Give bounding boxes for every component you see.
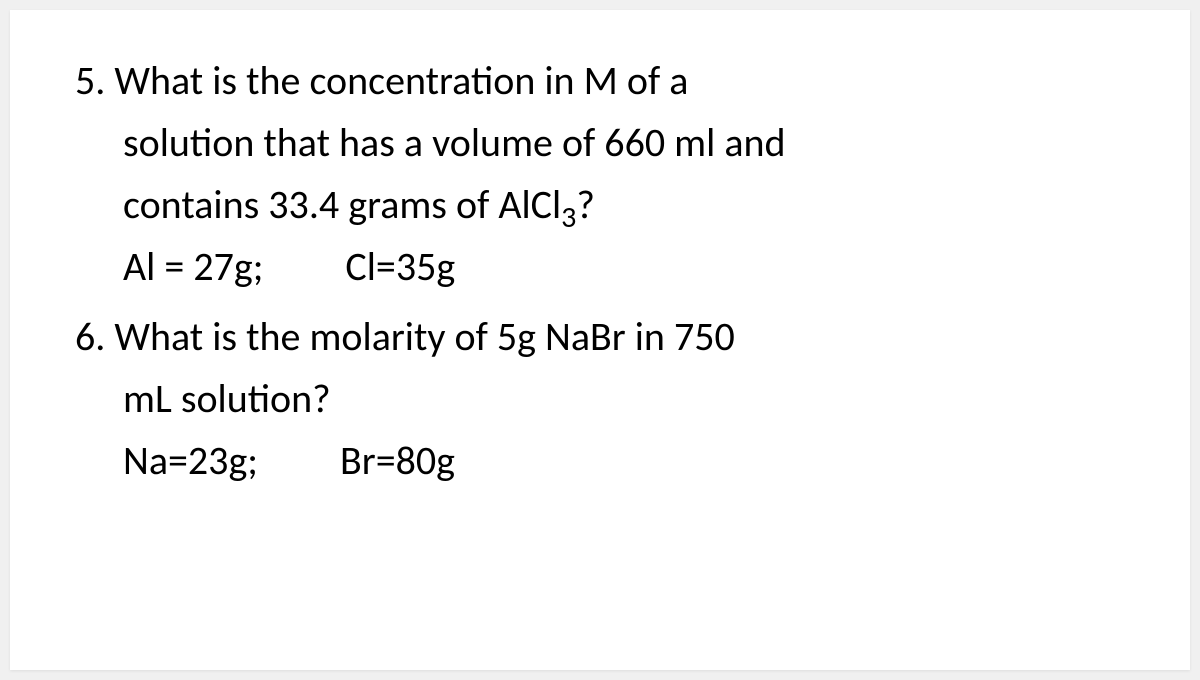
q5-al-mass: Al = 27g; <box>123 242 263 291</box>
document-page: 5. What is the concentration in M of a s… <box>10 10 1190 670</box>
q5-line-3: contains 33.4 grams of AlCl3? <box>75 174 1135 236</box>
q6-given-data: Na=23g; Br=80g <box>75 430 1135 492</box>
q5-line-3-pre: contains 33.4 grams of AlCl <box>123 180 561 229</box>
q5-line-3-post: ? <box>576 180 595 229</box>
q5-subscript: 3 <box>561 199 576 236</box>
q5-cl-mass: Cl=35g <box>345 242 455 291</box>
q6-line-2: mL solution? <box>75 368 1135 430</box>
q6-line-1: 6. What is the molarity of 5g NaBr in 75… <box>75 306 1135 368</box>
q5-line-1: 5. What is the concentration in M of a <box>75 50 1135 112</box>
question-5-block: 5. What is the concentration in M of a s… <box>75 50 1135 298</box>
q5-line-2: solution that has a volume of 660 ml and <box>75 112 1135 174</box>
q6-na-mass: Na=23g; <box>123 436 258 485</box>
question-6-block: 6. What is the molarity of 5g NaBr in 75… <box>75 306 1135 492</box>
q5-given-data: Al = 27g; Cl=35g <box>75 236 1135 298</box>
q6-br-mass: Br=80g <box>340 436 455 485</box>
